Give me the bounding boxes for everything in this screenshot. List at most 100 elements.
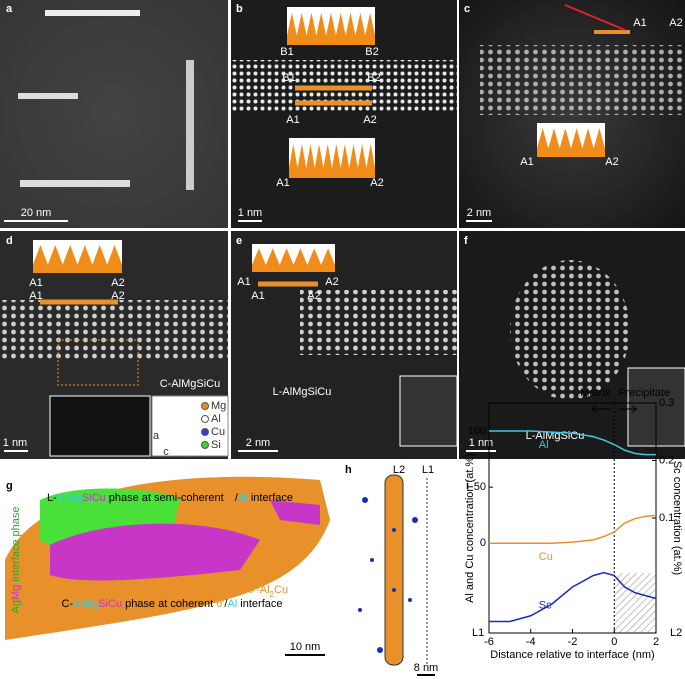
caption-part: θ′-Al <box>248 584 270 596</box>
label: A1 <box>29 290 42 302</box>
y2-tick-label: 0.3 <box>659 397 674 409</box>
label: f <box>464 235 468 247</box>
annotation: Precipitate <box>618 387 670 399</box>
y2-tick-label: 0.2 <box>659 454 674 466</box>
label: Cu <box>211 426 225 438</box>
label: a <box>6 3 13 15</box>
label: L1 <box>422 464 434 476</box>
label: A1 <box>276 177 289 189</box>
caption-part: / <box>224 598 228 610</box>
label: L-AlMgSiCu <box>273 386 332 398</box>
legend-dot <box>201 402 209 410</box>
label: d <box>6 235 13 247</box>
label: A1 <box>286 114 299 126</box>
annotation: L2 <box>670 627 682 639</box>
label: A2 <box>605 156 618 168</box>
caption-part: AlMg <box>73 598 98 610</box>
label: 10 nm <box>290 641 321 653</box>
series-label: Sc <box>539 600 552 612</box>
label: b <box>236 3 243 15</box>
label: c <box>464 3 470 15</box>
label: B1 <box>282 72 295 84</box>
label: A2 <box>307 290 320 302</box>
caption-part: Al <box>238 492 248 504</box>
label: A1 <box>251 290 264 302</box>
label: A2 <box>370 177 383 189</box>
x-tick-label: -2 <box>568 636 578 648</box>
annotation: L1 <box>472 627 484 639</box>
label: Al <box>211 413 221 425</box>
caption-part: SiCu <box>82 492 106 504</box>
caption-part: Al <box>227 598 237 610</box>
y2-tick-label: 0.1 <box>659 512 674 524</box>
label: 1 nm <box>3 437 27 449</box>
label: L2 <box>393 464 405 476</box>
profile <box>289 144 375 178</box>
caption-part: phase at semi-coherent <box>106 492 227 504</box>
x-axis-label: Distance relative to interface (nm) <box>490 649 654 661</box>
caption-part: AlMg <box>57 492 82 504</box>
label: g <box>6 480 13 492</box>
label: A1 <box>237 276 250 288</box>
label: A2 <box>325 276 338 288</box>
y-tick-label: 100 <box>468 425 486 437</box>
caption-part: interface phase <box>10 506 22 584</box>
caption-part: Ag <box>10 600 22 613</box>
label: Mg <box>211 400 226 412</box>
label: C-AlMgSiCu <box>160 378 221 390</box>
label: A2 <box>669 17 682 29</box>
caption-part: interface <box>248 492 293 504</box>
label: B2 <box>365 46 378 58</box>
x-tick-label: -6 <box>484 636 494 648</box>
x-tick-label: -4 <box>526 636 536 648</box>
label: Si <box>211 439 221 451</box>
series-label: Al <box>539 439 549 451</box>
y2-axis-label: Sc concentration (at.%) <box>671 461 683 575</box>
label: B2 <box>367 72 380 84</box>
label: 2 nm <box>467 207 491 219</box>
y-tick-label: 50 <box>474 481 486 493</box>
caption-part: C- <box>62 598 74 610</box>
caption-part: / <box>235 492 239 504</box>
y-tick-label: 0 <box>480 537 486 549</box>
precipitate-label: θ′-Al2Cu <box>248 584 288 599</box>
profile <box>287 12 375 45</box>
x-tick-label: 0 <box>611 636 617 648</box>
caption-part: L- <box>47 492 57 504</box>
label: A1 <box>520 156 533 168</box>
caption-part: SiCu <box>98 598 122 610</box>
label: 20 nm <box>21 207 52 219</box>
label: c <box>163 446 169 458</box>
arrow <box>591 405 638 413</box>
label: h <box>345 464 352 476</box>
profile <box>537 128 605 157</box>
label: 1 nm <box>238 207 262 219</box>
label: e <box>236 235 242 247</box>
label: 1 nm <box>469 437 493 449</box>
label: B1 <box>280 46 293 58</box>
caption-part: θ′ <box>216 598 224 610</box>
series-label: Cu <box>539 551 553 563</box>
label: A1 <box>29 277 42 289</box>
caption-part: 2 <box>270 590 275 599</box>
label: A2 <box>111 277 124 289</box>
label: 8 nm <box>414 662 438 674</box>
legend-dot <box>201 441 209 449</box>
label: A2 <box>363 114 376 126</box>
profile <box>33 244 122 273</box>
label: A2 <box>111 290 124 302</box>
caption-part: interface <box>237 598 282 610</box>
caption: L-AlMgSiCu phase at semi-coherent θ′/Al … <box>47 492 293 504</box>
label: A1 <box>633 17 646 29</box>
profile <box>252 248 335 272</box>
label: a <box>153 430 160 442</box>
caption-part: Cu <box>274 584 288 596</box>
legend-dot <box>201 428 209 436</box>
panel-label: i <box>466 480 469 492</box>
label: 2 nm <box>246 437 270 449</box>
series-line <box>489 430 656 456</box>
series-line <box>489 514 657 544</box>
